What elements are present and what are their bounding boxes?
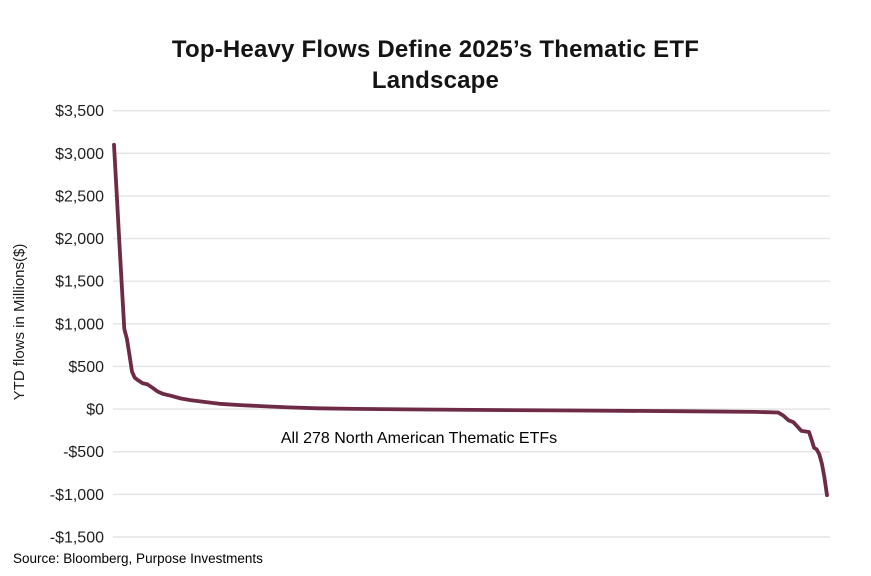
y-tick-label: $1,500	[55, 274, 104, 291]
y-tick-label: $3,000	[55, 146, 104, 163]
y-tick-label: $500	[68, 359, 104, 376]
source-note: Source: Bloomberg, Purpose Investments	[13, 551, 263, 566]
y-tick-label: $1,000	[55, 316, 104, 333]
y-axis-title: YTD flows in Millions($)	[11, 244, 28, 401]
flows-line-series	[112, 142, 829, 498]
gridlines	[113, 109, 830, 538]
y-axis-tick-labels: $3,500 $3,000 $2,500 $2,000 $1,500 $1,000 $500…	[50, 103, 104, 546]
y-tick-label: -$1,500	[50, 530, 104, 547]
y-tick-label: $0	[86, 402, 104, 419]
y-tick-label: $3,500	[55, 103, 104, 120]
y-tick-label: -$1,000	[50, 487, 104, 504]
y-tick-label: $2,000	[55, 231, 104, 248]
annotation-label: All 278 North American Thematic ETFs	[281, 430, 557, 447]
chart-title: Top-Heavy Flows Define 2025’s Thematic E…	[171, 36, 700, 94]
y-tick-label: $2,500	[55, 188, 104, 205]
y-tick-label: -$500	[63, 444, 104, 461]
